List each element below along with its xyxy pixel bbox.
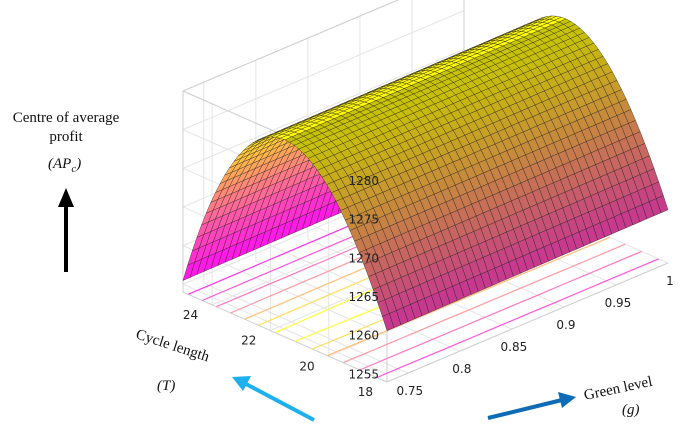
grid-line xyxy=(182,283,388,375)
y-tick-label: 18 xyxy=(358,385,373,399)
z-tick-label: 1270 xyxy=(348,251,379,265)
ylabel: Cycle length xyxy=(134,327,212,366)
x-tick-label: 0.9 xyxy=(556,318,575,332)
zlabel-line1: Centre of average xyxy=(13,110,120,126)
z-tick-label: 1275 xyxy=(348,213,379,227)
profit-surface xyxy=(182,15,669,331)
grid-line xyxy=(255,260,461,352)
y-tick-label: 24 xyxy=(183,308,198,322)
y-tick-label: 22 xyxy=(241,334,256,348)
x-tick-label: 0.75 xyxy=(396,384,423,398)
z-tick-label: 1255 xyxy=(348,367,379,381)
x-tick-label: 0.8 xyxy=(452,362,471,376)
surface-patch xyxy=(656,195,669,214)
xlabel-symbol: (g) xyxy=(622,402,640,418)
z-tick-label: 1280 xyxy=(348,174,379,188)
zlabel-arrow xyxy=(58,188,74,272)
x-tick-label: 0.95 xyxy=(605,296,632,310)
xlabel: Green level xyxy=(583,374,654,404)
contour-line xyxy=(327,236,611,357)
tick-labels: 1255 1260 1265 1270 1275 1280 18 20 22 24 0.75 0.8 0… xyxy=(183,174,674,399)
zlabel-line2: profit xyxy=(49,129,83,145)
xlabel-arrow xyxy=(487,392,576,420)
zlabel-symbol: (APc) xyxy=(48,156,81,175)
contour-line xyxy=(376,258,659,379)
z-tick-label: 1260 xyxy=(348,329,379,343)
contour-line xyxy=(342,243,626,364)
x-tick-label: 0.85 xyxy=(501,340,528,354)
axis-edge xyxy=(182,0,400,92)
grid-line xyxy=(182,10,465,131)
ylabel-arrow xyxy=(232,376,315,422)
grid-line xyxy=(182,48,465,169)
y-tick-label: 20 xyxy=(299,359,314,373)
ylabel-symbol: (T) xyxy=(157,378,175,394)
axis-edge xyxy=(386,262,669,383)
contour-line xyxy=(359,250,642,371)
x-tick-label: 1 xyxy=(666,274,674,288)
z-tick-label: 1265 xyxy=(348,290,379,304)
